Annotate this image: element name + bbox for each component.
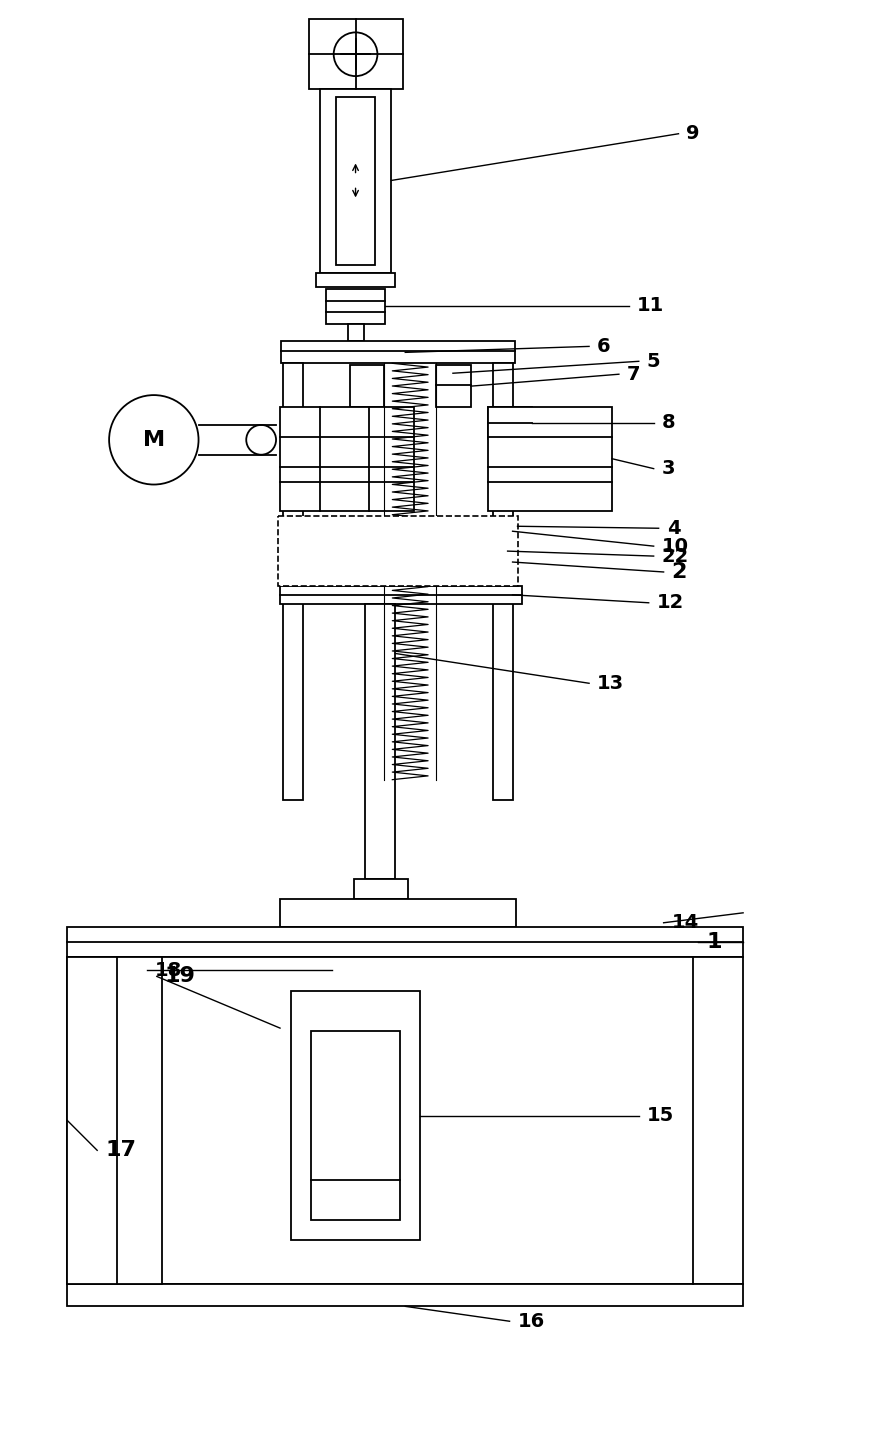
Bar <box>487 407 612 512</box>
Bar <box>309 19 403 89</box>
Text: 15: 15 <box>647 1106 674 1125</box>
Bar <box>366 603 395 880</box>
Text: 4: 4 <box>666 519 680 538</box>
Bar <box>320 89 392 273</box>
Bar <box>281 342 515 364</box>
Bar <box>326 289 385 324</box>
Bar <box>280 957 330 1101</box>
Bar <box>67 957 743 1284</box>
Text: 13: 13 <box>597 673 624 692</box>
Text: 22: 22 <box>662 547 689 566</box>
Bar <box>280 407 414 512</box>
Text: 8: 8 <box>662 413 675 432</box>
Circle shape <box>109 395 198 484</box>
Bar <box>436 365 470 407</box>
Text: 2: 2 <box>672 563 687 582</box>
Text: 5: 5 <box>647 352 660 371</box>
Text: 9: 9 <box>687 124 700 144</box>
Text: 6: 6 <box>597 337 610 356</box>
Bar <box>354 880 408 899</box>
Bar <box>331 961 379 980</box>
Text: 17: 17 <box>105 1140 136 1160</box>
Text: 19: 19 <box>165 967 196 986</box>
Text: 16: 16 <box>517 1312 545 1330</box>
Bar <box>291 992 420 1240</box>
Bar <box>278 516 517 586</box>
Bar <box>67 926 743 957</box>
Bar <box>346 980 366 995</box>
Bar <box>487 407 532 439</box>
Bar <box>493 364 513 800</box>
Bar <box>347 324 363 342</box>
Bar <box>336 97 376 265</box>
Text: 10: 10 <box>662 537 688 555</box>
Text: 7: 7 <box>626 365 641 384</box>
Text: 3: 3 <box>662 459 675 478</box>
Bar <box>321 525 430 579</box>
Bar <box>280 899 516 926</box>
Text: 18: 18 <box>155 961 182 980</box>
Circle shape <box>246 425 276 455</box>
Text: 14: 14 <box>672 913 699 932</box>
Bar <box>493 957 542 1101</box>
Text: 12: 12 <box>657 593 684 612</box>
Text: 1: 1 <box>706 932 722 952</box>
Bar <box>67 1284 743 1306</box>
Text: 11: 11 <box>637 297 664 316</box>
Bar <box>67 957 162 1284</box>
Bar <box>280 586 523 603</box>
Bar <box>350 365 385 407</box>
Bar <box>315 273 395 286</box>
Bar <box>311 1031 400 1220</box>
Text: M: M <box>143 430 165 449</box>
Bar <box>283 364 303 800</box>
